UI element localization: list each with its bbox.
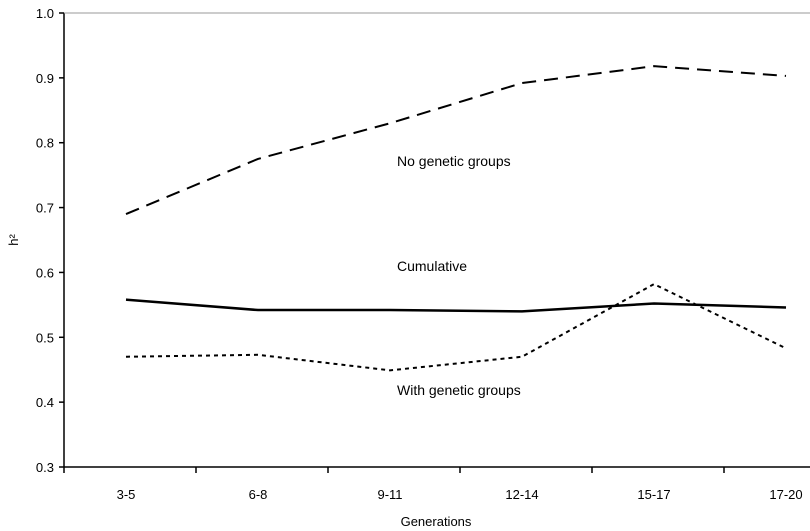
x-tick-label: 17-20 — [769, 487, 802, 502]
y-tick-label: 0.5 — [36, 330, 54, 345]
y-tick-label: 0.3 — [36, 460, 54, 475]
y-axis-title: h² — [6, 234, 21, 246]
axes — [63, 12, 810, 468]
series-label-1: Cumulative — [397, 258, 467, 274]
x-tick-label: 6-8 — [249, 487, 268, 502]
series-label-2: With genetic groups — [397, 382, 521, 398]
series-label-0: No genetic groups — [397, 153, 511, 169]
series-line-1 — [125, 298, 787, 313]
series-line-2 — [125, 282, 787, 372]
y-tick-label: 0.6 — [36, 265, 54, 280]
x-tick-label: 12-14 — [505, 487, 538, 502]
x-tick-label: 3-5 — [117, 487, 136, 502]
x-axis-title: Generations — [401, 514, 472, 529]
series-labels: No genetic groups Cumulative With genetic … — [397, 153, 521, 398]
y-tick-label: 0.9 — [36, 71, 54, 86]
y-ticks: 0.3 0.4 0.5 0.6 0.7 0.8 0.9 1.0 — [36, 6, 64, 475]
x-ticks: 3-5 6-8 9-11 12-14 15-17 17-20 — [63, 467, 803, 502]
y-tick-label: 0.8 — [36, 136, 54, 151]
y-tick-label: 1.0 — [36, 6, 54, 21]
y-tick-label: 0.4 — [36, 395, 54, 410]
x-tick-label: 15-17 — [637, 487, 670, 502]
series-layer — [125, 65, 787, 372]
y-tick-label: 0.7 — [36, 201, 54, 216]
x-tick-label: 9-11 — [377, 487, 402, 502]
series-line-0 — [125, 65, 787, 215]
